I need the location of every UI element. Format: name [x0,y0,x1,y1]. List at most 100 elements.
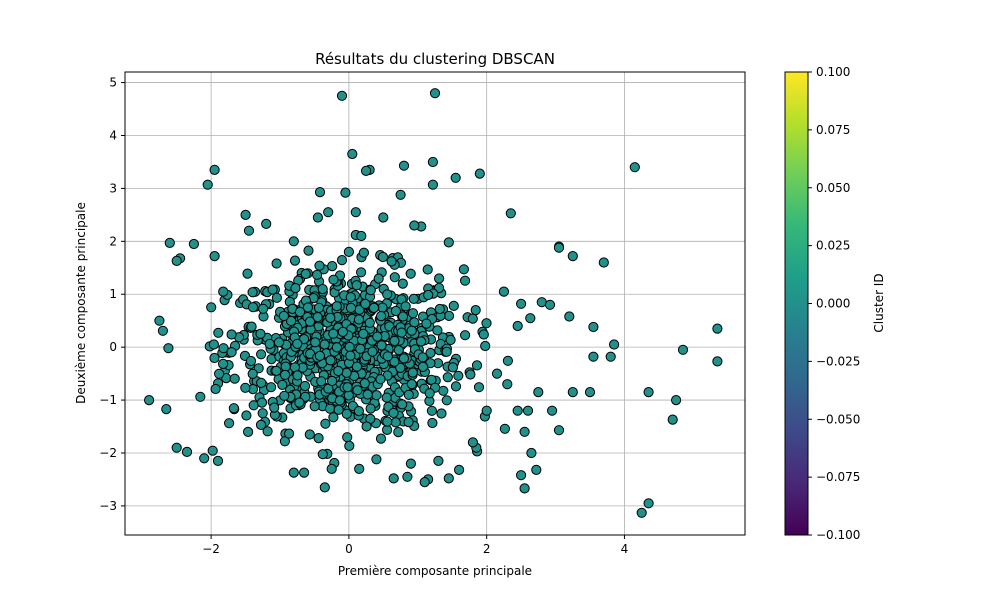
data-point [481,405,492,416]
data-point [443,473,454,484]
data-point [395,189,406,200]
x-axis: −2 0 2 4 [202,535,628,556]
data-point [388,407,399,419]
data-point [388,473,399,484]
colorbar-tick-label: −0.050 [816,412,860,426]
data-point [309,401,320,412]
chart-title: Résultats du clustering DBSCAN [315,50,555,68]
colorbar-tick-label: 0.000 [816,297,850,311]
data-point [480,340,491,352]
data-point [323,207,334,218]
data-point [417,361,429,372]
data-point [266,382,277,393]
data-point [279,436,290,447]
data-point [441,395,452,406]
x-tick-label: −2 [202,542,220,556]
data-point [241,410,252,421]
data-point [409,317,420,328]
data-point [240,382,251,393]
data-point [409,220,420,231]
data-point [397,311,409,322]
x-axis-label: Première composante principale [338,564,532,578]
data-point [371,390,382,401]
data-point [425,347,436,359]
data-point [218,358,229,369]
data-point [327,261,338,272]
data-point [292,338,303,349]
data-point [206,302,217,313]
data-point [154,315,165,326]
data-point [224,418,235,429]
data-point [362,389,373,400]
data-point [314,260,325,271]
colorbar-tick-label: 0.050 [816,181,850,195]
data-point [280,361,291,372]
data-point [286,315,297,327]
data-point [209,352,220,364]
data-point [377,251,389,263]
data-point [367,346,378,357]
data-point [502,355,513,366]
data-point [372,331,383,342]
data-point [208,339,219,350]
data-point [243,225,255,236]
data-point [278,310,289,322]
data-point [290,283,301,294]
data-point [389,335,400,347]
data-point [358,328,369,339]
data-point [397,399,408,410]
y-axis-label: Deuxième composante principale [74,202,88,404]
data-point [161,404,172,415]
data-point [398,353,409,364]
data-point [406,325,417,336]
data-point [547,405,558,416]
data-point [271,365,282,376]
data-point [304,316,316,327]
data-point [342,382,353,393]
data-point [228,403,239,414]
data-point [525,313,536,324]
data-point [240,209,251,220]
data-point [432,325,443,336]
data-point [605,351,616,362]
y-tick-label: 4 [109,128,117,142]
data-point [247,287,258,298]
data-point [213,327,224,338]
data-point [202,179,213,190]
data-point [516,298,527,309]
colorbar-label: Cluster ID [872,273,886,332]
data-point [467,437,478,448]
y-tick-label: 0 [109,340,117,354]
data-point [393,427,404,438]
data-point [448,300,459,311]
data-point [512,405,523,416]
data-point [443,310,455,321]
data-point [269,402,280,413]
data-point [256,349,267,360]
data-point [333,365,344,377]
data-point [609,339,620,350]
data-point [300,268,311,280]
data-point [319,482,330,493]
data-point [248,400,259,411]
data-point [163,343,174,354]
data-point [373,273,384,284]
plot-frame [124,71,746,536]
data-point [395,362,406,373]
data-point [636,507,647,518]
data-point [474,168,485,179]
data-point [364,317,375,328]
data-point [447,362,458,373]
data-point [441,346,452,357]
data-point [434,303,445,315]
data-point [299,467,310,478]
data-point [598,257,609,268]
data-point [454,464,465,475]
data-point [341,408,352,419]
x-tick-label: 2 [483,542,491,556]
data-point [340,187,351,198]
data-point [445,334,456,346]
data-point [327,375,338,387]
data-point [284,428,295,439]
data-point [316,376,327,387]
